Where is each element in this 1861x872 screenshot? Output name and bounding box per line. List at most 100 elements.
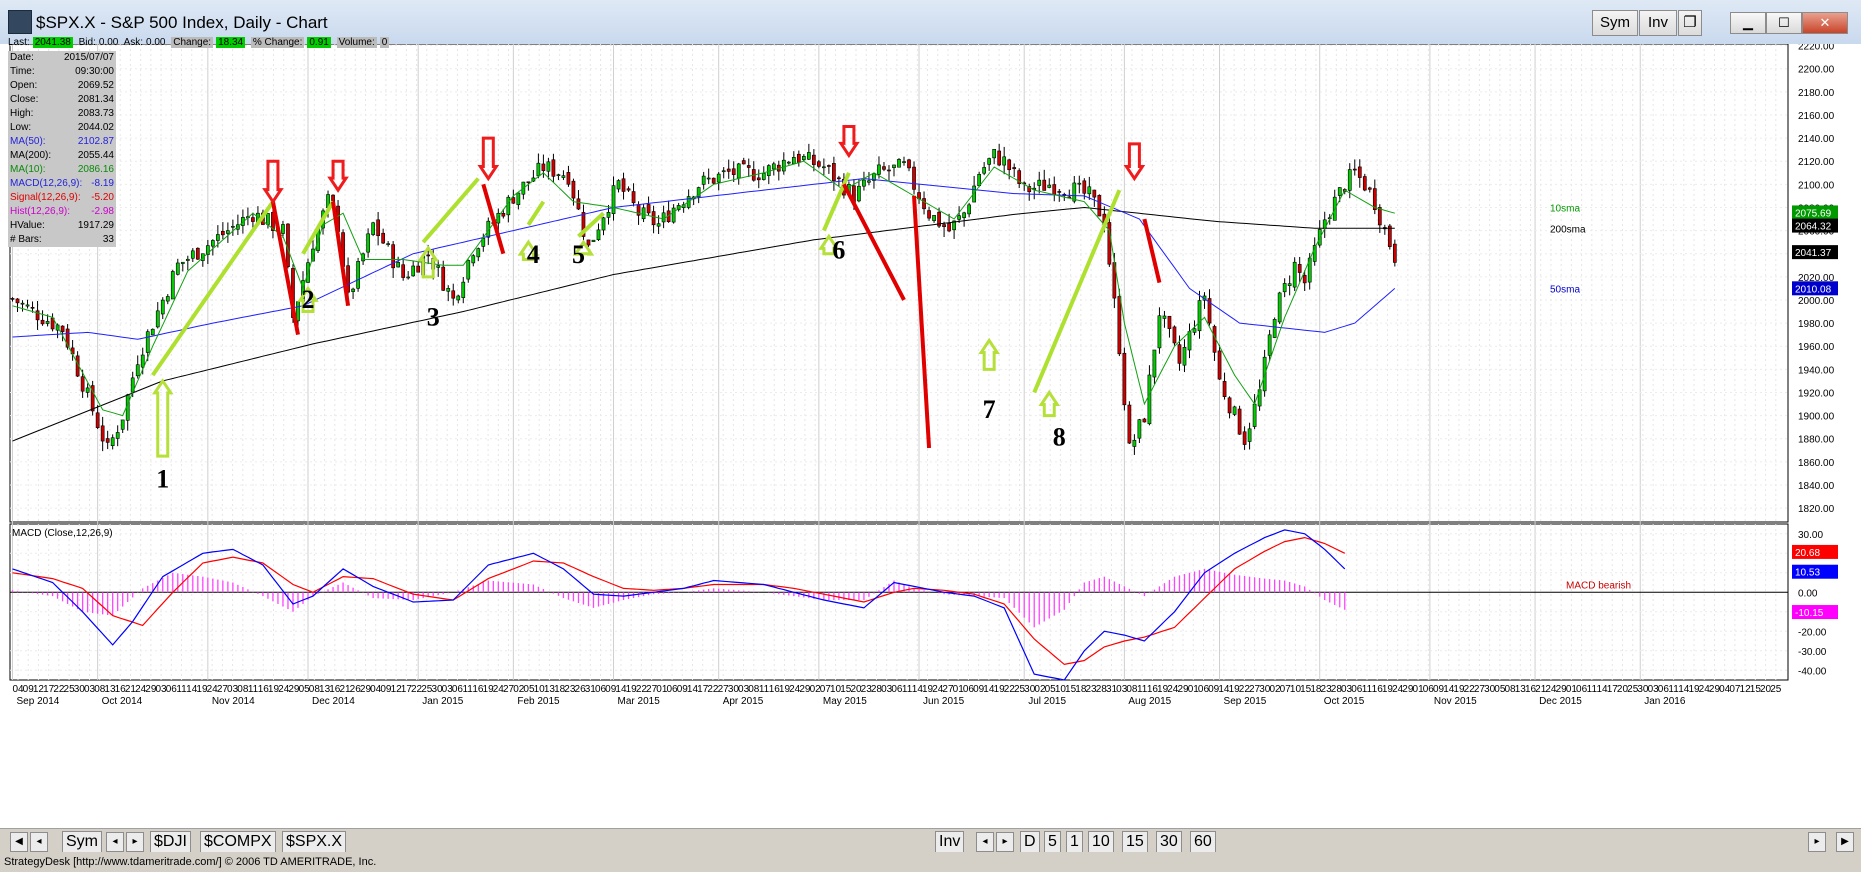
x-tick-label: 14	[1218, 684, 1230, 695]
data-panel-row: Close: 2081.34	[8, 93, 116, 107]
tab-compx[interactable]: $COMPX	[200, 831, 276, 853]
x-tick-label: 19	[779, 684, 791, 695]
candle-body	[145, 331, 150, 353]
x-tick-label: 19	[922, 684, 934, 695]
candle-body	[175, 262, 180, 275]
period-30[interactable]: 30	[1156, 831, 1182, 853]
x-tick-label: 09	[1208, 684, 1220, 695]
candle-body	[761, 172, 766, 180]
x-tick-label: 11	[1668, 684, 1679, 695]
sym-button[interactable]: Sym	[1592, 10, 1638, 36]
uptrend-annotation-line	[421, 177, 480, 244]
x-tick-label: 23	[564, 684, 576, 695]
period-prev-icon[interactable]: ◂	[976, 832, 994, 852]
tab-spx[interactable]: $SPX.X	[282, 831, 347, 853]
candle-body	[541, 163, 546, 171]
candle-body	[481, 238, 486, 247]
candle-body	[1192, 328, 1197, 333]
x-tick-label: 14	[186, 684, 198, 695]
candle-body	[446, 288, 451, 292]
buy-arrow-icon	[151, 378, 174, 458]
y-tick-label: 2020.00	[1798, 273, 1835, 284]
tab-prev-icon[interactable]: ◂	[106, 832, 124, 852]
wave-number-label: 6	[832, 235, 845, 264]
x-tick-label: 06	[1351, 684, 1363, 695]
restore-icon[interactable]: ❐	[1678, 10, 1702, 36]
candle-body	[356, 261, 360, 289]
x-tick-label: 05	[1045, 684, 1057, 695]
candle-body	[1282, 283, 1287, 293]
sym-tab[interactable]: Sym	[62, 831, 102, 853]
x-tick-label: 24	[1392, 684, 1404, 695]
period-15[interactable]: 15	[1122, 831, 1148, 853]
candle-body	[982, 167, 986, 174]
x-tick-label: 09	[23, 684, 35, 695]
close-icon[interactable]: ✕	[1802, 12, 1848, 34]
candle-body	[1142, 418, 1147, 423]
candle-body	[30, 306, 35, 309]
volume-label: Volume:	[336, 37, 377, 48]
period-d[interactable]: D	[1020, 831, 1040, 853]
candle-body	[501, 213, 506, 217]
macd-y-tick-label: -30.00	[1798, 647, 1827, 658]
data-panel-value: 2086.16	[77, 164, 114, 175]
macd-y-tick-label: -20.00	[1798, 627, 1827, 638]
period-next-icon[interactable]: ▸	[996, 832, 1014, 852]
y-tick-label: 2160.00	[1798, 111, 1835, 122]
maximize-icon[interactable]: ☐	[1766, 12, 1802, 34]
x-tick-label: 14	[1596, 684, 1608, 695]
candle-body	[35, 310, 40, 321]
data-panel-value: 2069.52	[77, 80, 114, 91]
x-tick-label: 27	[1474, 684, 1486, 695]
buy-arrow-icon	[818, 233, 840, 256]
macd-price-tag-label: -10.15	[1795, 608, 1824, 619]
x-tick-label: 25	[64, 684, 76, 695]
ma-label: 10sma	[1550, 203, 1580, 214]
x-tick-label: 24	[1699, 684, 1711, 695]
ask-value: 0.00	[146, 37, 166, 48]
scroll-end-icon[interactable]: ▶	[1836, 832, 1854, 852]
candle-body	[907, 159, 911, 169]
data-panel-value: 09:30:00	[75, 66, 114, 77]
first-icon[interactable]: ◀	[10, 832, 28, 852]
x-tick-label: 13	[1515, 684, 1527, 695]
x-tick-label: 06	[963, 684, 975, 695]
y-tick-label: 1900.00	[1798, 412, 1835, 423]
candle-body	[1337, 187, 1342, 196]
inv-button[interactable]: Inv	[1639, 10, 1677, 36]
candle-body	[231, 225, 235, 228]
period-10[interactable]: 10	[1088, 831, 1114, 853]
bid-value: 0.00	[98, 37, 119, 48]
x-tick-label: 27	[1249, 684, 1261, 695]
pct-change-value: 0.91	[307, 37, 331, 48]
tab-dji[interactable]: $DJI	[150, 831, 191, 853]
inv-tab[interactable]: Inv	[935, 831, 965, 853]
period-5[interactable]: 5	[1044, 831, 1061, 853]
candle-body	[506, 196, 511, 216]
minimize-icon[interactable]: ▁	[1730, 12, 1766, 34]
uptrend-annotation-line	[1032, 189, 1122, 394]
scroll-right-icon[interactable]: ▸	[1808, 832, 1826, 852]
candle-body	[251, 217, 255, 222]
candle-body	[701, 175, 706, 185]
x-tick-label: 28	[1331, 684, 1343, 695]
data-panel-value: -8.19	[91, 178, 114, 189]
candle-body	[65, 328, 70, 348]
candle-body	[616, 180, 621, 190]
x-tick-label: 24	[493, 684, 505, 695]
x-tick-label: 06	[595, 684, 607, 695]
x-tick-label: 03	[84, 684, 96, 695]
period-60[interactable]: 60	[1190, 831, 1216, 853]
x-tick-label: 07	[1729, 684, 1741, 695]
candle-body	[796, 153, 801, 163]
candle-body	[581, 212, 586, 237]
candle-body	[551, 159, 556, 177]
prev-icon[interactable]: ◂	[30, 832, 48, 852]
tab-next-icon[interactable]: ▸	[126, 832, 144, 852]
data-panel-value: 2081.34	[77, 94, 114, 105]
chart-area[interactable]: 04 09 12 17 22 25 30 03 08 13 16 21 24 29 03 06 11 14 19 24…	[0, 44, 1861, 837]
candle-body	[1237, 408, 1242, 435]
period-1[interactable]: 1	[1066, 831, 1083, 853]
candle-body	[210, 240, 215, 247]
sell-arrow-icon	[327, 159, 349, 193]
